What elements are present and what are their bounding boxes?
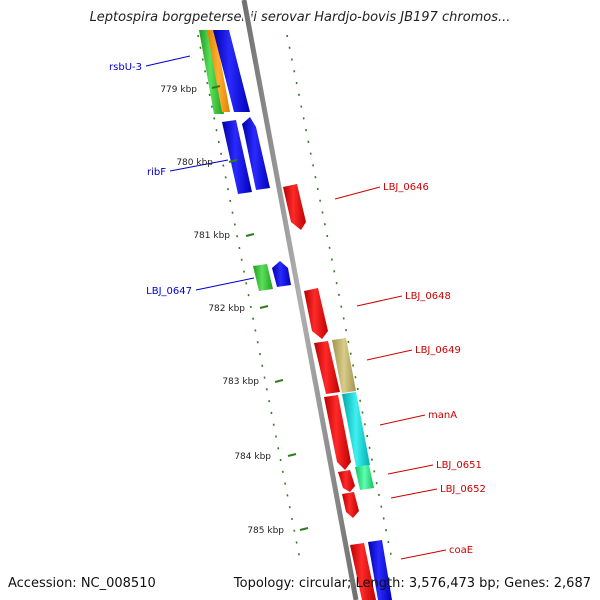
kbp-tick-label: 779 kbp <box>160 85 197 95</box>
feature-manA[interactable] <box>342 392 370 467</box>
feature-LBJ_0648[interactable] <box>304 288 328 339</box>
gene-label[interactable]: LBJ_0651 <box>436 460 482 471</box>
gene-label[interactable]: LBJ_0649 <box>415 345 461 356</box>
feature-LBJ_0647[interactable] <box>253 264 273 291</box>
genome-summary-text: Topology: circular; Length: 3,576,473 bp… <box>233 576 591 591</box>
gene-label[interactable]: LBJ_0648 <box>405 291 451 302</box>
feature-LBJ_0649[interactable] <box>332 338 356 393</box>
gene-label-leaders <box>145 55 447 560</box>
kbp-tick-label: 784 kbp <box>234 452 271 462</box>
feature-LBJ_0647-arrow[interactable] <box>272 261 291 287</box>
gene-leader-line <box>334 186 381 200</box>
gene-labels: rsbU-3 ribF LBJ_0647 LBJ_0646 LBJ_0648 LBJ_06… <box>109 62 486 556</box>
gene-leader-line <box>195 277 255 291</box>
gene-label[interactable]: LBJ_0652 <box>440 484 486 495</box>
feature-ribF-arrow[interactable] <box>242 117 270 190</box>
kbp-tick-mark <box>274 379 284 383</box>
gene-label[interactable]: LBJ_0646 <box>383 182 429 193</box>
feature-coaE[interactable] <box>368 540 392 600</box>
gene-leader-line <box>387 464 434 475</box>
feature-LBJ_0646[interactable] <box>283 184 306 230</box>
kbp-tick-mark <box>287 453 297 457</box>
feature-rsbU-3[interactable] <box>199 30 224 114</box>
chromosome-backbone-line <box>241 0 359 600</box>
feature-orange-gene[interactable] <box>207 30 230 112</box>
kbp-tick-mark <box>211 85 221 89</box>
kbp-tick-mark <box>299 527 309 531</box>
kbp-tick-mark <box>245 233 255 237</box>
kbp-axis: 779 kbp 780 kbp 781 kbp 782 kbp 783 kbp 784 k… <box>160 85 309 536</box>
kbp-tick-mark <box>259 305 269 309</box>
feature-blue-upper[interactable] <box>213 30 250 112</box>
feature-manA-red[interactable] <box>324 395 351 470</box>
kbp-tick-label: 780 kbp <box>176 158 213 168</box>
map-title: Leptospira borgpetersenii serovar Hardjo… <box>89 10 511 25</box>
accession-text: Accession: NC_008510 <box>8 576 156 591</box>
gene-leader-line <box>145 55 191 67</box>
kbp-tick-label: 781 kbp <box>193 231 230 241</box>
forward-strand-guide <box>197 34 301 561</box>
gene-leader-line <box>400 549 447 560</box>
gene-label[interactable]: LBJ_0647 <box>146 286 192 297</box>
gene-label[interactable]: rsbU-3 <box>109 62 142 73</box>
gene-label[interactable]: manA <box>428 410 457 421</box>
gene-leader-line <box>169 159 229 172</box>
feature-LBJ_0652[interactable] <box>342 492 359 518</box>
feature-LBJ_0651-mint[interactable] <box>355 465 374 490</box>
gene-leader-line <box>379 414 426 426</box>
feature-LBJ_0649-red[interactable] <box>314 341 340 394</box>
feature-LBJ_0651[interactable] <box>338 470 355 492</box>
gene-leader-line <box>356 295 403 307</box>
kbp-tick-label: 785 kbp <box>247 526 284 536</box>
gene-leader-line <box>390 488 438 499</box>
kbp-tick-label: 783 kbp <box>222 377 259 387</box>
gene-leader-line <box>366 349 413 361</box>
gene-label[interactable]: ribF <box>147 167 166 178</box>
kbp-tick-mark <box>228 159 238 163</box>
gene-label[interactable]: coaE <box>449 545 473 556</box>
kbp-tick-label: 782 kbp <box>208 304 245 314</box>
feature-ribF[interactable] <box>222 120 252 194</box>
feature-coaE-red[interactable] <box>350 543 376 600</box>
